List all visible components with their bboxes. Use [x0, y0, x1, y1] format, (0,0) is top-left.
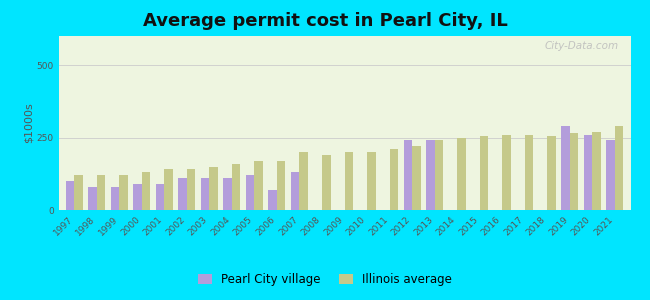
Bar — [525, 135, 533, 210]
Bar — [606, 140, 615, 210]
Bar — [344, 152, 353, 210]
Bar — [584, 135, 592, 210]
Bar — [187, 169, 196, 210]
Bar — [120, 175, 128, 210]
Bar — [367, 152, 376, 210]
Bar — [201, 178, 209, 210]
Bar — [111, 187, 120, 210]
Bar — [268, 190, 277, 210]
Bar — [291, 172, 300, 210]
Bar — [426, 140, 435, 210]
Bar — [164, 169, 173, 210]
Bar — [592, 132, 601, 210]
Bar — [480, 136, 488, 210]
Bar — [404, 140, 412, 210]
Bar — [254, 161, 263, 210]
Bar — [502, 135, 511, 210]
Bar — [412, 146, 421, 210]
Bar — [74, 175, 83, 210]
Bar — [156, 184, 164, 210]
Bar — [300, 152, 308, 210]
Bar — [389, 149, 398, 210]
Bar — [133, 184, 142, 210]
Bar — [322, 155, 331, 210]
Bar — [561, 126, 569, 210]
Bar — [232, 164, 240, 210]
Bar — [209, 167, 218, 210]
Bar — [88, 187, 97, 210]
Bar — [97, 175, 105, 210]
Bar — [435, 140, 443, 210]
Text: Average permit cost in Pearl City, IL: Average permit cost in Pearl City, IL — [142, 12, 508, 30]
Bar — [615, 126, 623, 210]
Bar — [569, 133, 578, 210]
Bar — [224, 178, 232, 210]
Bar — [66, 181, 74, 210]
Bar — [246, 175, 254, 210]
Bar — [457, 137, 465, 210]
Legend: Pearl City village, Illinois average: Pearl City village, Illinois average — [193, 269, 457, 291]
Y-axis label: $1000s: $1000s — [23, 103, 34, 143]
Bar — [547, 136, 556, 210]
Bar — [178, 178, 187, 210]
Text: City-Data.com: City-Data.com — [545, 41, 619, 51]
Bar — [142, 172, 150, 210]
Bar — [277, 161, 285, 210]
